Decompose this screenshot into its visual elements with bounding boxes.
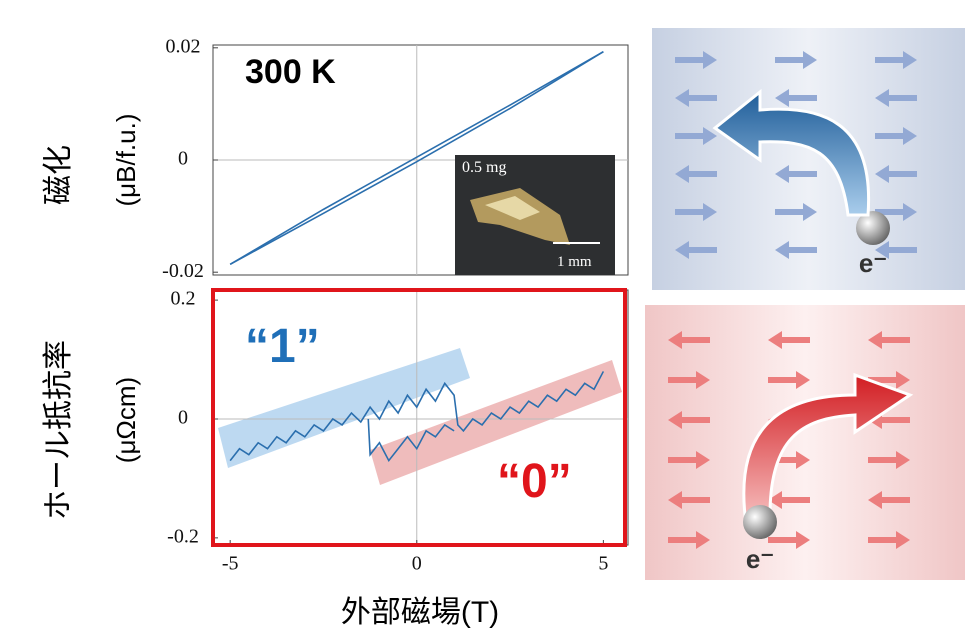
spin-arrow-head <box>775 165 789 183</box>
spin-arrow-head <box>796 451 810 469</box>
state-band <box>370 360 622 485</box>
y-axis-label: 磁化 <box>42 145 75 205</box>
spin-arrow-head <box>803 51 817 69</box>
x-tick-label: -5 <box>222 553 239 575</box>
spin-arrow-head <box>668 411 682 429</box>
spin-arrow-head <box>703 51 717 69</box>
y-tick-label: -0.02 <box>162 260 204 282</box>
y-tick-label: 0.2 <box>171 288 196 310</box>
spin-arrow-head <box>868 491 882 509</box>
spin-arrow-head <box>696 531 710 549</box>
spin-arrow-head <box>675 89 689 107</box>
spin-arrow-head <box>896 531 910 549</box>
highlight-box <box>211 288 627 547</box>
spin-arrow-head <box>675 241 689 259</box>
spin-arrow-head <box>796 371 810 389</box>
deflection-arrow <box>712 88 871 217</box>
data-line <box>229 371 605 462</box>
y-axis-unit: (μB/f.u.) <box>111 114 141 207</box>
spin-arrow-head <box>668 331 682 349</box>
spin-arrow-head <box>668 491 682 509</box>
spin-arrow-head <box>696 371 710 389</box>
spin-arrow-head <box>903 51 917 69</box>
spin-arrow-head <box>896 371 910 389</box>
spin-arrow-head <box>775 241 789 259</box>
y-tick-label: 0 <box>178 407 188 429</box>
spin-arrow-head <box>703 203 717 221</box>
inset-photo: 0.5 mg 1 mm <box>455 155 615 275</box>
inset-label: 0.5 mg <box>462 159 506 176</box>
deflection-arrow <box>742 372 914 517</box>
inset-label: 1 mm <box>557 254 592 270</box>
state-label: “0” <box>497 455 572 508</box>
y-axis-label: ホール抵抗率 <box>42 340 75 520</box>
spin-arrow-head <box>796 531 810 549</box>
spin-arrow-head <box>875 89 889 107</box>
spin-arrow-head <box>696 451 710 469</box>
spin-arrow-head <box>703 127 717 145</box>
data-line <box>229 51 604 266</box>
spin-arrow-head <box>896 451 910 469</box>
spin-arrow-head <box>803 203 817 221</box>
electron-label: e⁻ <box>746 544 774 574</box>
electron-label: e⁻ <box>859 248 887 278</box>
electron <box>856 211 890 245</box>
temperature-label: 300 K <box>245 53 336 91</box>
y-tick-label: 0 <box>178 148 188 170</box>
spin-arrow-head <box>775 89 789 107</box>
y-axis-unit: (μΩcm) <box>111 377 141 463</box>
spin-panel <box>652 28 965 290</box>
x-axis-label: 外部磁場(T) <box>341 596 499 629</box>
x-tick-label: 5 <box>598 553 608 575</box>
spin-arrow-head <box>875 165 889 183</box>
y-tick-label: 0.02 <box>166 35 201 57</box>
spin-arrow-head <box>768 331 782 349</box>
electron <box>743 505 777 539</box>
x-tick-label: 0 <box>412 553 422 575</box>
spin-arrow-head <box>875 241 889 259</box>
data-line <box>229 51 604 266</box>
spin-arrow-head <box>768 491 782 509</box>
spin-arrow-head <box>675 165 689 183</box>
spin-arrow-head <box>903 127 917 145</box>
state-band <box>218 348 470 468</box>
state-label: “1” <box>245 320 320 373</box>
spin-arrow-head <box>903 203 917 221</box>
data-line <box>367 418 455 463</box>
spin-arrow-head <box>868 331 882 349</box>
y-tick-label: -0.2 <box>167 525 199 547</box>
